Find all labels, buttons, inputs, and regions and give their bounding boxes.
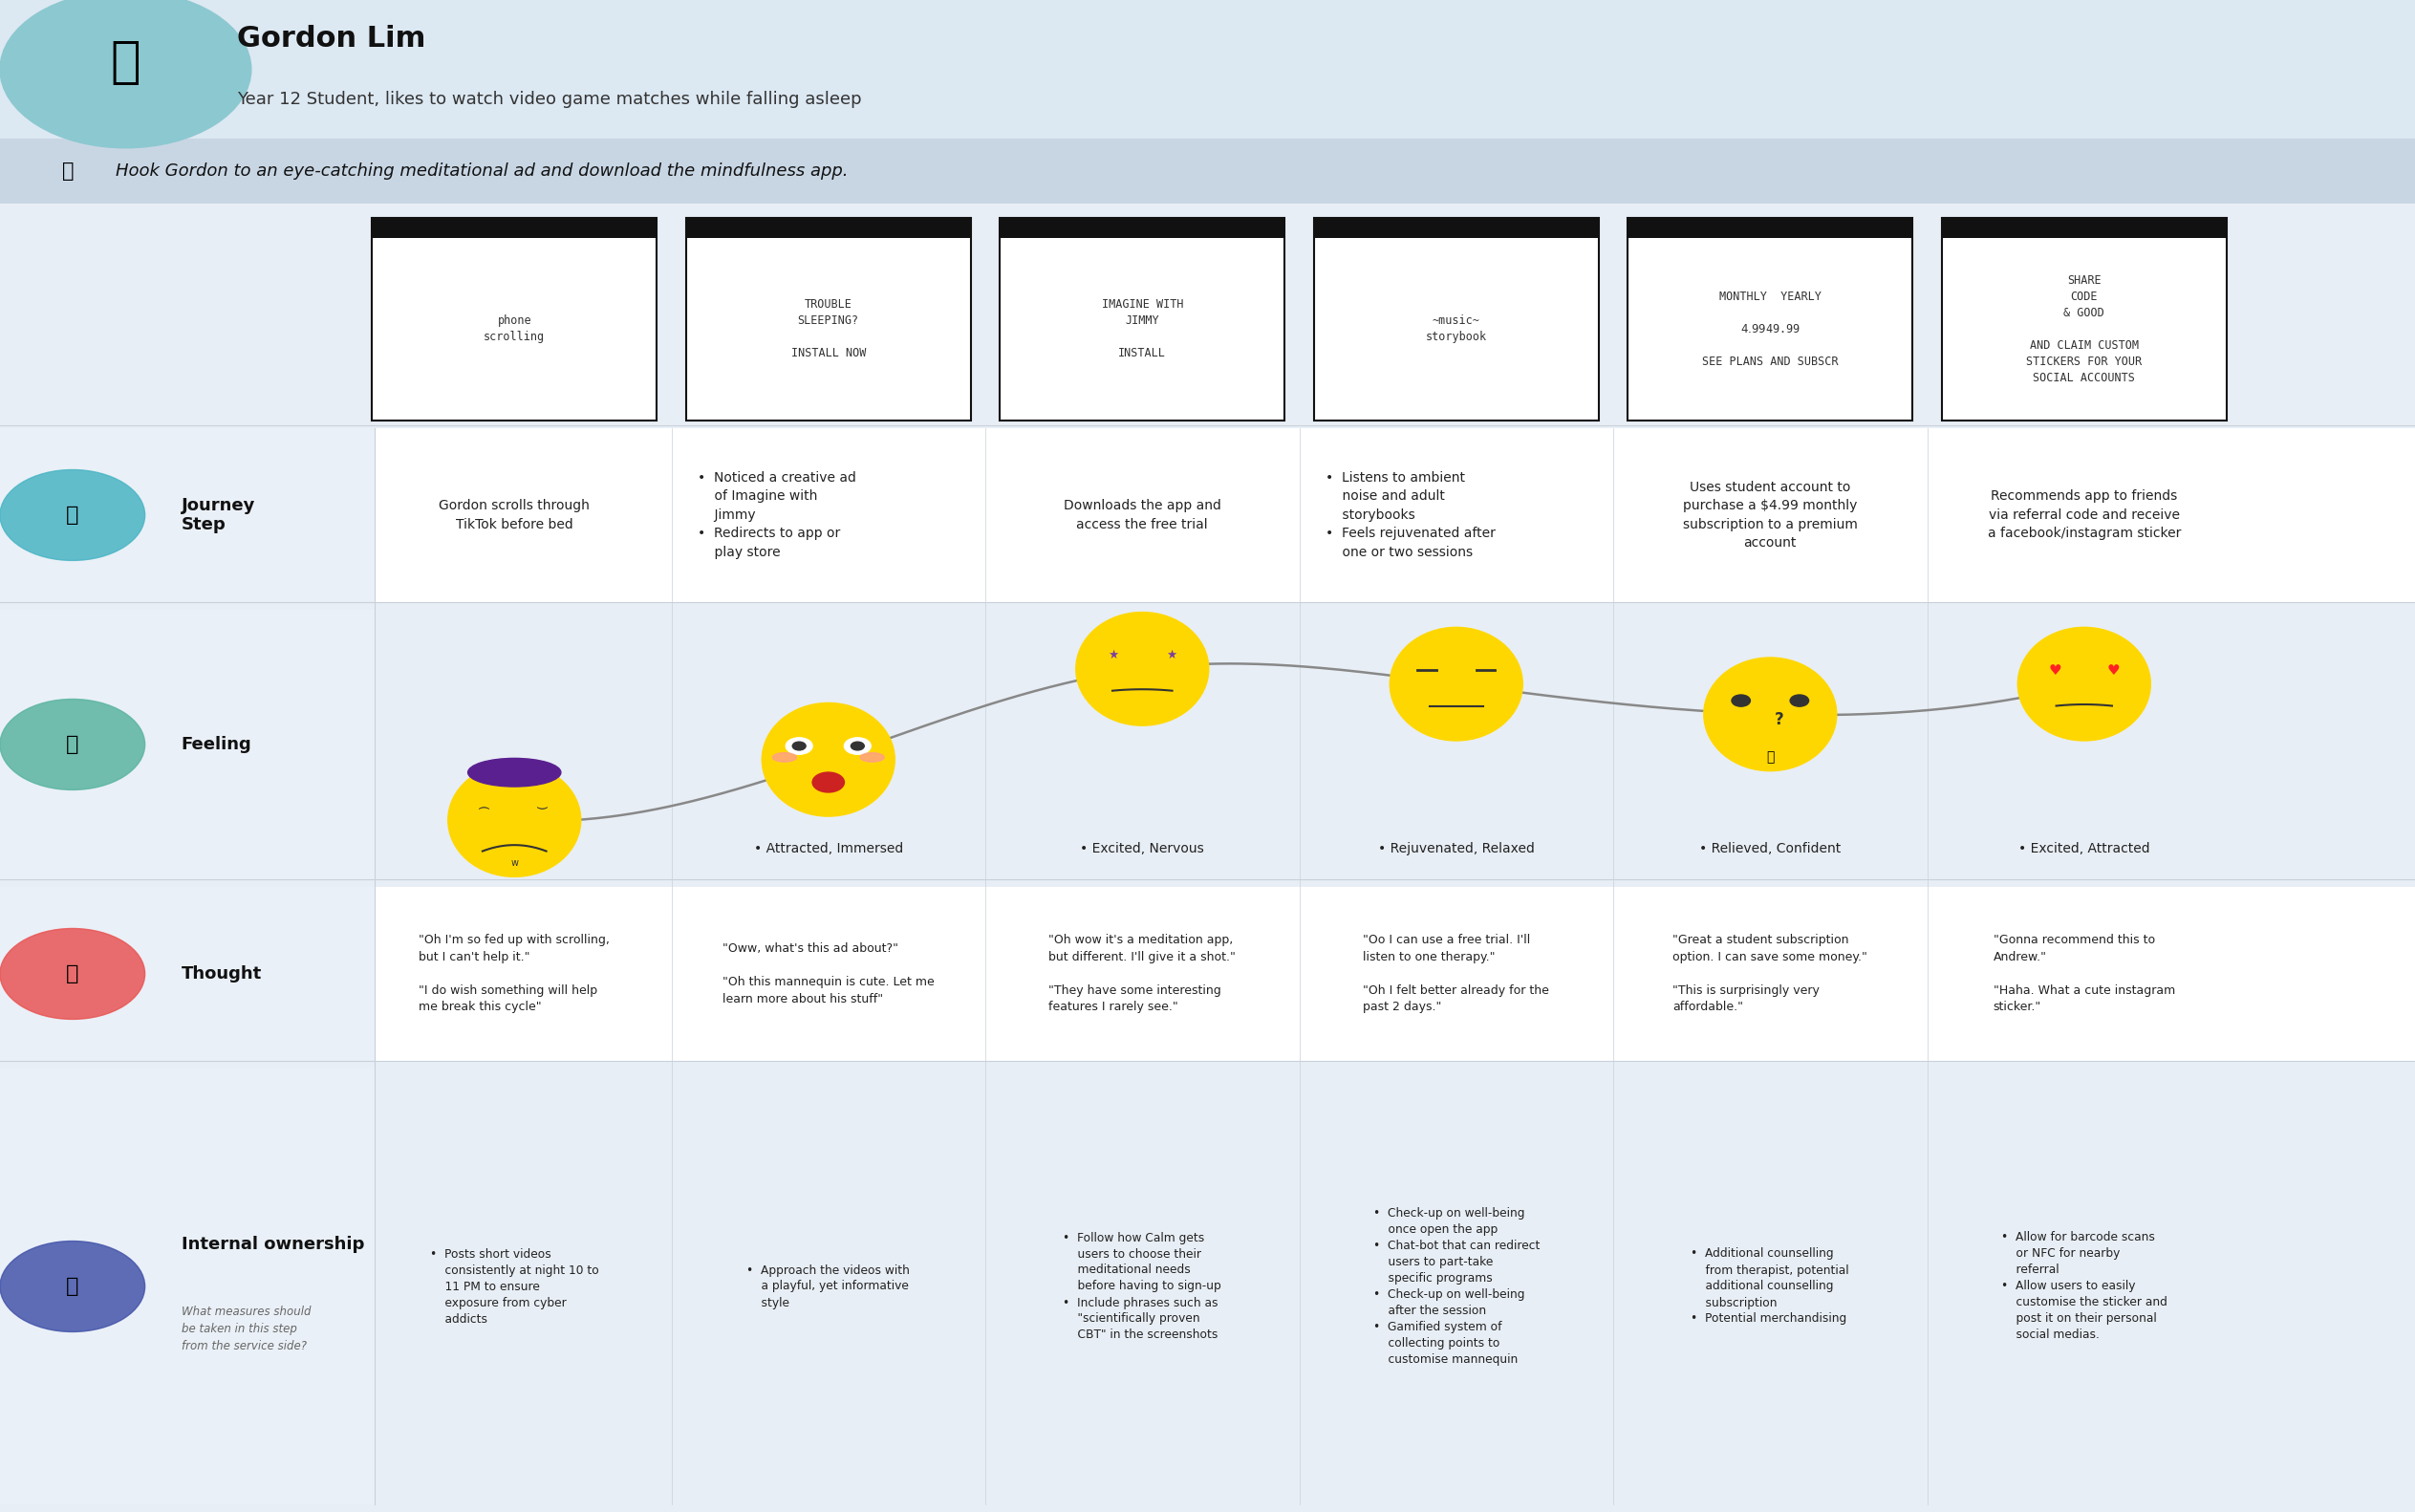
FancyBboxPatch shape xyxy=(372,218,657,237)
Circle shape xyxy=(785,738,811,754)
Text: "Oo I can use a free trial. I'll
listen to one therapy."

"Oh I felt better alre: "Oo I can use a free trial. I'll listen … xyxy=(1362,934,1550,1013)
FancyBboxPatch shape xyxy=(1314,218,1599,420)
FancyBboxPatch shape xyxy=(1628,218,1913,420)
FancyBboxPatch shape xyxy=(0,888,2415,1061)
Text: •  Listens to ambient
    noise and adult
    storybooks
•  Feels rejuvenated af: • Listens to ambient noise and adult sto… xyxy=(1326,472,1495,559)
Ellipse shape xyxy=(773,753,797,762)
Text: 🎯: 🎯 xyxy=(63,162,72,180)
Text: •  Noticed a creative ad
    of Imagine with
    Jimmy
•  Redirects to app or
  : • Noticed a creative ad of Imagine with … xyxy=(698,472,857,559)
FancyBboxPatch shape xyxy=(0,1069,2415,1504)
Text: ?: ? xyxy=(1775,711,1785,729)
Ellipse shape xyxy=(860,753,884,762)
Text: (: ( xyxy=(539,804,551,809)
Text: • Rejuvenated, Relaxed: • Rejuvenated, Relaxed xyxy=(1379,842,1534,856)
Text: Thought: Thought xyxy=(181,965,261,983)
Circle shape xyxy=(1790,696,1809,706)
Text: "Great a student subscription
option. I can save some money."

"This is surprisi: "Great a student subscription option. I … xyxy=(1674,934,1867,1013)
Text: ♥: ♥ xyxy=(2048,664,2062,677)
FancyBboxPatch shape xyxy=(686,218,971,420)
Text: 🗺️: 🗺️ xyxy=(65,505,80,525)
FancyBboxPatch shape xyxy=(0,888,374,1061)
FancyBboxPatch shape xyxy=(0,428,2415,602)
Text: ★: ★ xyxy=(1166,649,1176,661)
FancyBboxPatch shape xyxy=(0,0,2415,139)
FancyBboxPatch shape xyxy=(0,609,374,880)
Ellipse shape xyxy=(763,703,894,816)
FancyBboxPatch shape xyxy=(686,218,971,237)
Circle shape xyxy=(811,773,845,792)
Text: "Oww, what's this ad about?"

"Oh this mannequin is cute. Let me
learn more abou: "Oww, what's this ad about?" "Oh this ma… xyxy=(722,942,935,1005)
Text: • Excited, Nervous: • Excited, Nervous xyxy=(1080,842,1205,856)
FancyBboxPatch shape xyxy=(0,609,2415,880)
Ellipse shape xyxy=(2019,627,2149,741)
Circle shape xyxy=(850,742,865,750)
Text: •  Approach the videos with
    a playful, yet informative
    style: • Approach the videos with a playful, ye… xyxy=(746,1264,910,1309)
Text: Downloads the app and
access the free trial: Downloads the app and access the free tr… xyxy=(1063,499,1222,531)
Ellipse shape xyxy=(469,759,560,786)
FancyBboxPatch shape xyxy=(0,139,2415,204)
Text: 🏢: 🏢 xyxy=(65,1278,80,1296)
Text: Gordon Lim: Gordon Lim xyxy=(237,26,425,53)
Text: •  Allow for barcode scans
    or NFC for nearby
    referral
•  Allow users to : • Allow for barcode scans or NFC for nea… xyxy=(2002,1231,2166,1341)
Text: SHARE
CODE
& GOOD

AND CLAIM CUSTOM
STICKERS FOR YOUR
SOCIAL ACCOUNTS: SHARE CODE & GOOD AND CLAIM CUSTOM STICK… xyxy=(2026,274,2142,384)
Circle shape xyxy=(792,742,807,750)
FancyBboxPatch shape xyxy=(0,1069,374,1504)
Text: w: w xyxy=(510,859,519,868)
Text: Hook Gordon to an eye-catching meditational ad and download the mindfulness app.: Hook Gordon to an eye-catching meditatio… xyxy=(116,162,848,180)
Circle shape xyxy=(0,928,145,1019)
FancyBboxPatch shape xyxy=(0,218,2415,420)
Circle shape xyxy=(845,738,872,754)
Text: • Excited, Attracted: • Excited, Attracted xyxy=(2019,842,2149,856)
Circle shape xyxy=(0,1241,145,1332)
Circle shape xyxy=(0,0,251,148)
Text: •  Posts short videos
    consistently at night 10 to
    11 PM to ensure
    ex: • Posts short videos consistently at nig… xyxy=(430,1247,599,1325)
Text: Feeling: Feeling xyxy=(181,736,251,753)
Text: Gordon scrolls through
TikTok before bed: Gordon scrolls through TikTok before bed xyxy=(440,499,589,531)
Text: Recommends app to friends
via referral code and receive
a facebook/instagram sti: Recommends app to friends via referral c… xyxy=(1988,490,2181,540)
Text: 🎭: 🎭 xyxy=(65,735,80,754)
Text: "Oh wow it's a meditation app,
but different. I'll give it a shot."

"They have : "Oh wow it's a meditation app, but diffe… xyxy=(1048,934,1236,1013)
Text: ♥: ♥ xyxy=(2106,664,2120,677)
Text: MONTHLY  YEARLY

$4.99   $49.99

SEE PLANS AND SUBSCR: MONTHLY YEARLY $4.99 $49.99 SEE PLANS AN… xyxy=(1703,290,1838,367)
FancyBboxPatch shape xyxy=(1000,218,1285,420)
Text: • Attracted, Immersed: • Attracted, Immersed xyxy=(753,842,903,856)
Text: •  Check-up on well-being
    once open the app
•  Chat-bot that can redirect
  : • Check-up on well-being once open the a… xyxy=(1372,1207,1541,1365)
Ellipse shape xyxy=(1703,658,1835,771)
Text: 💬: 💬 xyxy=(65,965,80,983)
Text: IMAGINE WITH
JIMMY

INSTALL: IMAGINE WITH JIMMY INSTALL xyxy=(1101,298,1183,360)
Text: "Oh I'm so fed up with scrolling,
but I can't help it."

"I do wish something wi: "Oh I'm so fed up with scrolling, but I … xyxy=(418,934,611,1013)
Text: 🧑: 🧑 xyxy=(111,36,140,86)
Text: •  Follow how Calm gets
    users to choose their
    meditational needs
    bef: • Follow how Calm gets users to choose t… xyxy=(1063,1231,1222,1341)
Text: ): ) xyxy=(478,804,490,809)
FancyBboxPatch shape xyxy=(1628,218,1913,237)
Circle shape xyxy=(0,470,145,561)
Text: What measures should
be taken in this step
from the service side?: What measures should be taken in this st… xyxy=(181,1305,312,1352)
FancyBboxPatch shape xyxy=(1942,218,2227,420)
Text: Internal ownership: Internal ownership xyxy=(181,1235,365,1253)
Text: ★: ★ xyxy=(1108,649,1118,661)
FancyBboxPatch shape xyxy=(1942,218,2227,237)
Text: "Gonna recommend this to
Andrew."

"Haha. What a cute instagram
sticker.": "Gonna recommend this to Andrew." "Haha.… xyxy=(1992,934,2176,1013)
Ellipse shape xyxy=(447,764,582,877)
FancyBboxPatch shape xyxy=(1314,218,1599,237)
Text: ~music~
storybook: ~music~ storybook xyxy=(1425,314,1488,343)
Ellipse shape xyxy=(1075,612,1210,726)
FancyBboxPatch shape xyxy=(372,218,657,420)
FancyBboxPatch shape xyxy=(1000,218,1285,237)
Text: phone
scrolling: phone scrolling xyxy=(483,314,546,343)
FancyBboxPatch shape xyxy=(0,428,374,602)
Circle shape xyxy=(1732,696,1751,706)
Text: TROUBLE
SLEEPING?

INSTALL NOW: TROUBLE SLEEPING? INSTALL NOW xyxy=(790,298,867,360)
Text: Uses student account to
purchase a $4.99 monthly
subscription to a premium
accou: Uses student account to purchase a $4.99… xyxy=(1683,481,1857,550)
Ellipse shape xyxy=(1389,627,1524,741)
Text: Journey
Step: Journey Step xyxy=(181,496,256,534)
Text: •  Additional counselling
    from therapist, potential
    additional counselli: • Additional counselling from therapist,… xyxy=(1690,1247,1850,1325)
Text: Year 12 Student, likes to watch video game matches while falling asleep: Year 12 Student, likes to watch video ga… xyxy=(237,91,862,109)
Circle shape xyxy=(0,699,145,789)
Text: • Stressed, Sad: • Stressed, Sad xyxy=(464,842,565,856)
Text: • Relieved, Confident: • Relieved, Confident xyxy=(1700,842,1840,856)
Text: ✋: ✋ xyxy=(1765,750,1775,764)
